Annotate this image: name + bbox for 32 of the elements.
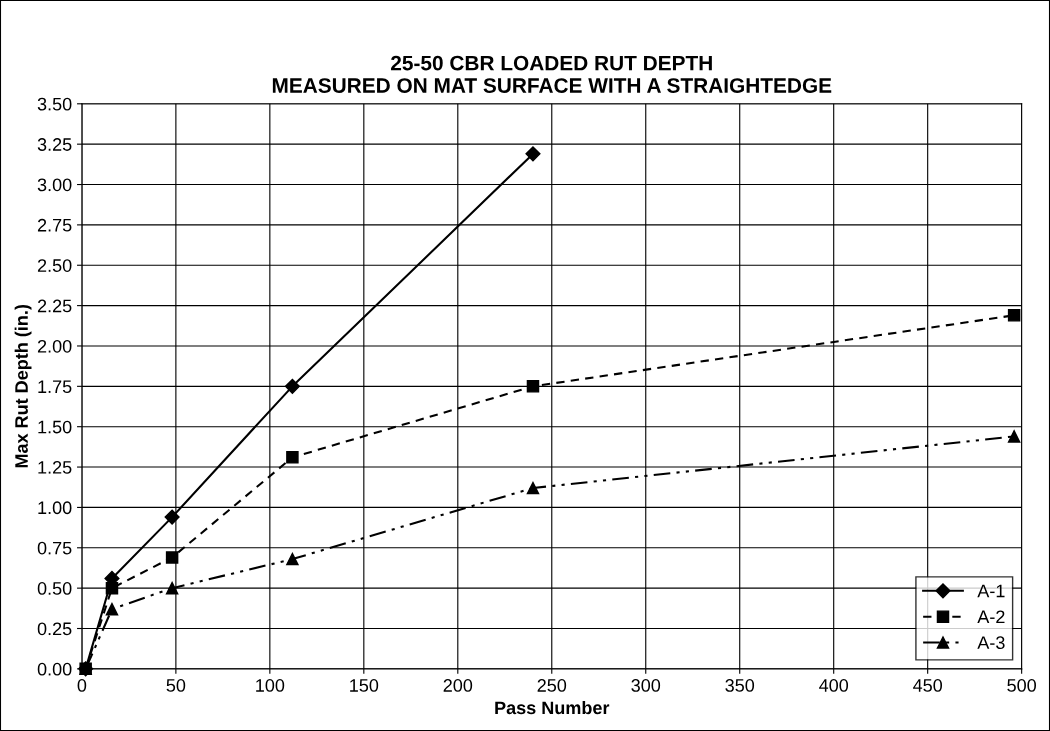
y-tick-label: 1.75 [38,380,72,394]
y-tick-label: 0.50 [37,582,72,595]
legend-label: A-3 [977,636,1005,650]
y-tick-label: 0.75 [37,541,72,555]
x-tick-label: 200 [443,679,473,692]
y-tick-label: 1.50 [38,420,72,434]
y-axis-title: Max Rut Depth (in.) [14,304,32,468]
y-tick-label: 1.00 [38,501,72,515]
y-tick-label: 1.25 [38,460,72,474]
legend-label: A-2 [977,610,1005,624]
x-tick-label: 350 [725,679,755,692]
y-tick-label: 2.50 [37,259,72,272]
chart-title: 25-50 CBR LOADED RUT DEPTH MEASURED ON MAT SURFACE WITH A STRAIGHTEDGE [272,55,832,93]
y-tick-label: 3.25 [37,138,72,151]
x-tick-label: 450 [913,679,943,692]
x-tick-label: 300 [631,679,661,692]
y-tick-label: 2.25 [37,299,72,313]
y-tick-label: 0.00 [37,662,72,676]
x-tick-label: 150 [350,679,379,692]
x-tick-label: 500 [1007,679,1037,692]
legend-label: A-1 [977,584,1005,598]
y-tick-label: 2.00 [37,339,72,353]
x-tick-label: 0 [77,679,87,692]
x-tick-label: 100 [256,679,285,692]
y-tick-label: 3.50 [37,97,72,111]
x-tick-label: 400 [819,679,849,692]
y-tick-label: 3.00 [37,178,72,192]
y-tick-label: 0.25 [37,622,72,636]
x-tick-label: 50 [166,679,186,692]
y-tick-label: 2.75 [37,218,72,232]
x-axis-title: Pass Number [495,700,610,715]
x-tick-label: 250 [537,679,567,692]
